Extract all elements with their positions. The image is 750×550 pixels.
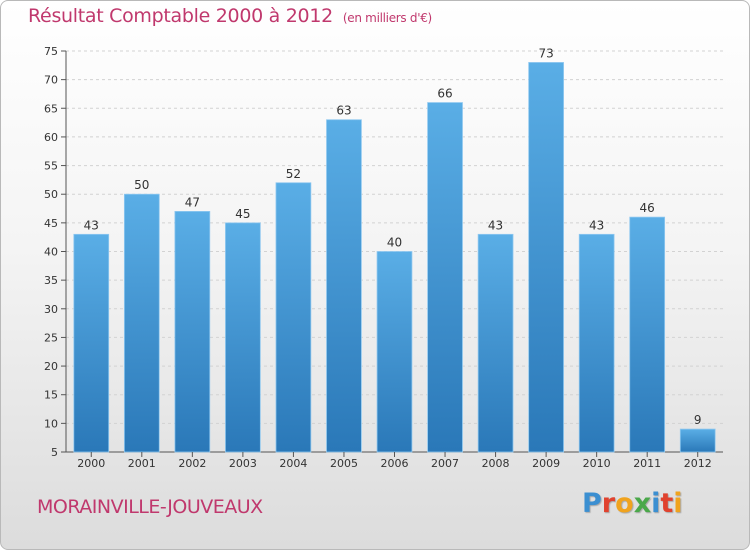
x-tick-label-2011: 2011	[633, 457, 661, 470]
bar-2004	[275, 182, 312, 453]
y-tick-label: 10	[44, 417, 58, 430]
value-label-2002: 47	[185, 195, 200, 209]
bar-2005	[326, 119, 362, 453]
logo-letter: t	[660, 488, 674, 519]
y-tick-label: 40	[44, 246, 58, 259]
chart-subtitle: (en milliers d'€)	[342, 11, 432, 25]
y-tick-label: 70	[44, 74, 58, 87]
y-tick-label: 75	[44, 45, 58, 58]
bar-2002	[174, 210, 211, 453]
value-label-2004: 52	[286, 167, 301, 181]
logo-letter: o	[615, 488, 634, 519]
value-label-2007: 66	[437, 87, 452, 101]
y-tick-label: 50	[44, 188, 58, 201]
proxiti-logo: Proxiti	[582, 488, 683, 519]
x-tick-label-2006: 2006	[381, 457, 409, 470]
y-tick-label: 5	[51, 446, 58, 459]
x-tick-label-2002: 2002	[178, 457, 206, 470]
value-label-2005: 63	[336, 104, 351, 118]
value-label-2006: 40	[387, 236, 402, 250]
bar-2001	[123, 193, 160, 453]
bar-2000	[73, 233, 110, 453]
value-label-2000: 43	[84, 218, 99, 232]
y-tick-label: 25	[44, 331, 58, 344]
value-label-2012: 9	[694, 413, 702, 427]
y-tick-label: 60	[44, 131, 58, 144]
value-label-2009: 73	[538, 46, 553, 60]
logo-letter: x	[633, 488, 652, 519]
x-tick-label-2005: 2005	[330, 457, 358, 470]
x-tick-label-2004: 2004	[279, 457, 307, 470]
value-label-2011: 46	[640, 201, 655, 215]
y-tick-label: 65	[44, 102, 58, 115]
x-tick-label-2012: 2012	[684, 457, 712, 470]
bar-2012	[679, 428, 716, 453]
x-tick-label-2008: 2008	[482, 457, 510, 470]
chart-title-text: Résultat Comptable 2000 à 2012	[28, 5, 333, 27]
y-tick-label: 45	[44, 217, 58, 230]
x-tick-label-2007: 2007	[431, 457, 459, 470]
bar-2003	[225, 222, 261, 453]
y-tick-label: 15	[44, 389, 58, 402]
value-label-2008: 43	[488, 218, 503, 232]
x-tick-label-2003: 2003	[229, 457, 257, 470]
x-tick-label-2010: 2010	[583, 457, 611, 470]
y-tick-label: 20	[44, 360, 58, 373]
x-tick-label-2000: 2000	[77, 457, 105, 470]
bar-2009	[528, 62, 564, 453]
bar-2008	[477, 233, 514, 453]
value-label-2010: 43	[589, 218, 604, 232]
value-label-2003: 45	[235, 207, 250, 221]
bar-2007	[427, 102, 463, 453]
y-tick-label: 35	[44, 274, 58, 287]
x-tick-label-2009: 2009	[532, 457, 560, 470]
value-label-2001: 50	[134, 178, 149, 192]
logo-letter: P	[582, 488, 602, 519]
y-tick-label: 55	[44, 160, 58, 173]
logo-letter: i	[651, 488, 661, 519]
bar-2011	[629, 216, 666, 453]
logo-letter: i	[673, 488, 683, 519]
bar-2010	[578, 233, 615, 453]
chart-title: Résultat Comptable 2000 à 2012 (en millie…	[28, 5, 432, 27]
x-tick-label-2001: 2001	[128, 457, 156, 470]
bar-2006	[376, 251, 413, 453]
commune-name: MORAINVILLE-JOUVEAUX	[37, 496, 263, 518]
logo-letter: r	[601, 488, 616, 519]
y-tick-label: 30	[44, 303, 58, 316]
